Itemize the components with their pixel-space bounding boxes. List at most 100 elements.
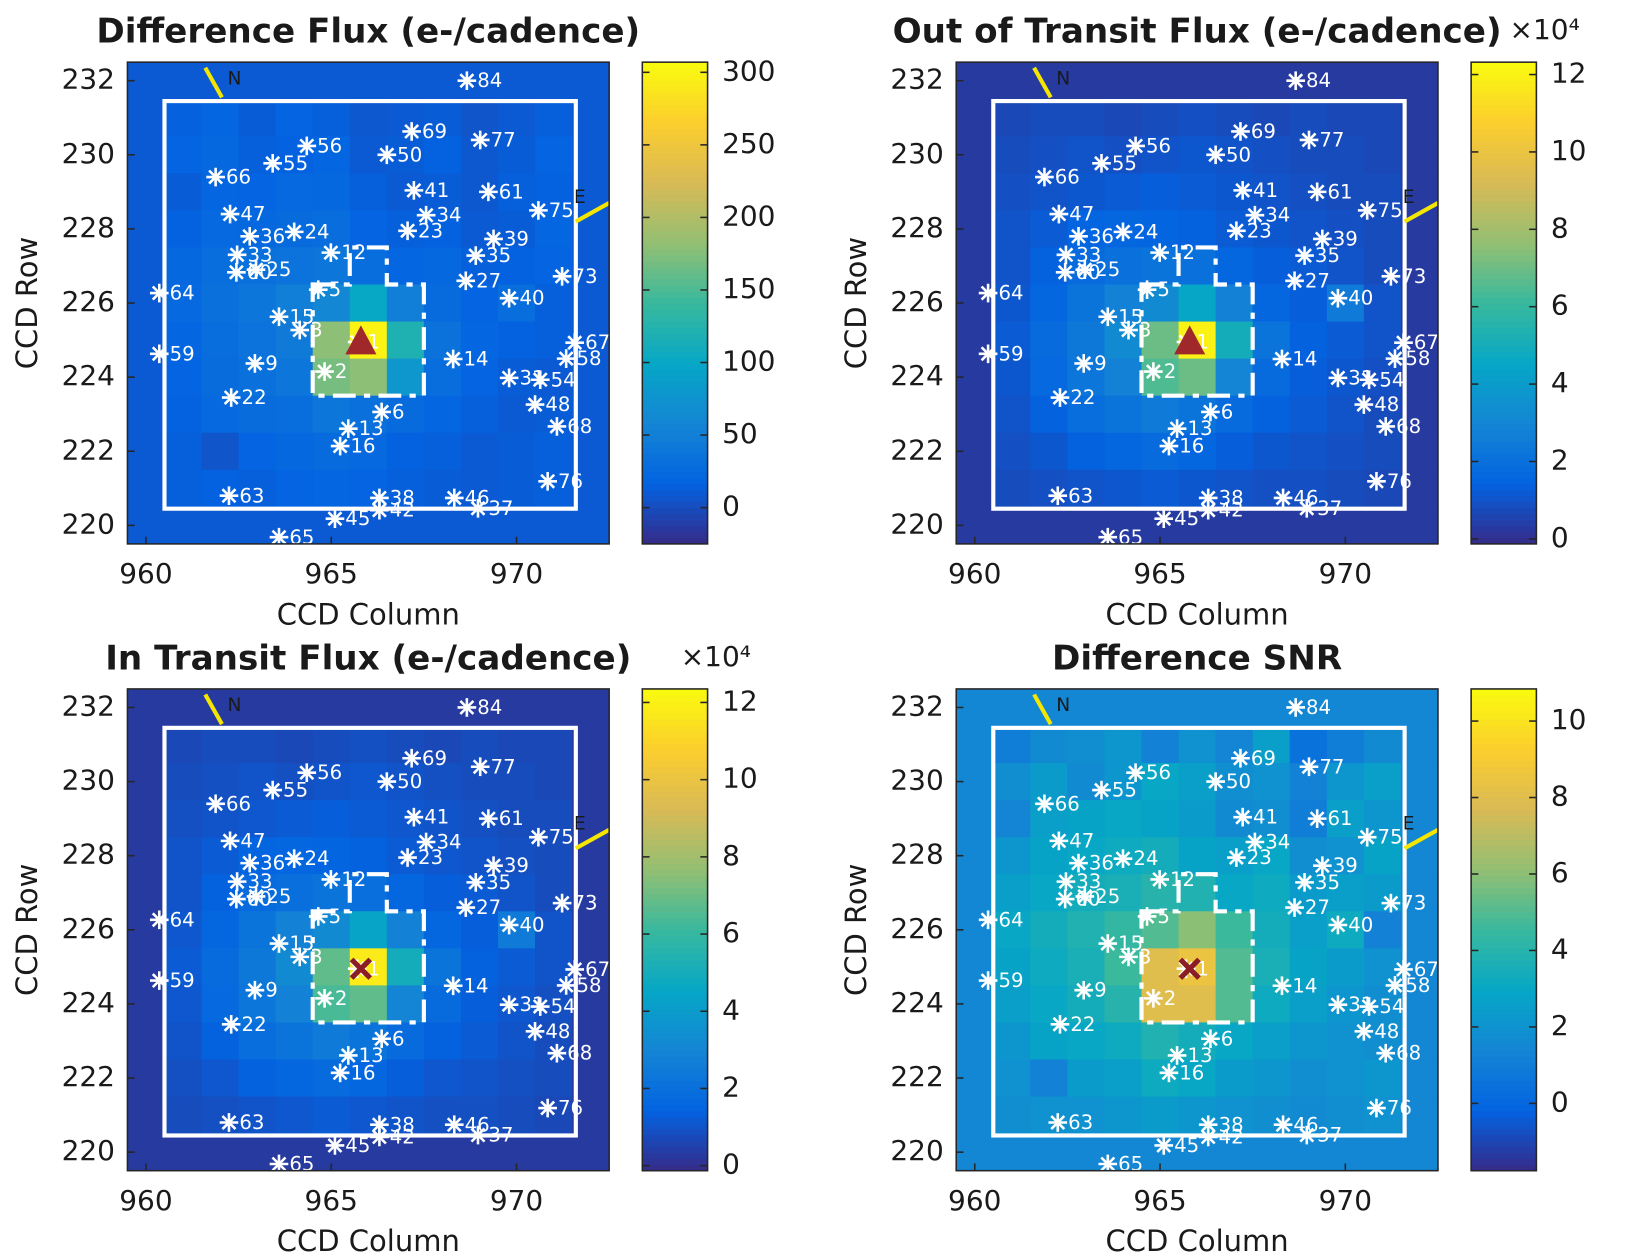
colorbar-step xyxy=(642,387,708,394)
heatmap-cell xyxy=(1289,1133,1328,1171)
heatmap-cell xyxy=(423,800,462,838)
star xyxy=(227,245,247,265)
colorbar-step xyxy=(1471,369,1537,376)
heatmap-cell xyxy=(1104,1096,1143,1135)
colorbar-step xyxy=(642,537,708,545)
chart-title: In Transit Flux (e-/cadence) xyxy=(105,638,631,678)
star-label: 66 xyxy=(1055,792,1080,815)
heatmap-cell xyxy=(1030,1059,1068,1098)
east-arrow xyxy=(574,827,610,851)
star-label: 73 xyxy=(572,265,597,288)
colorbar-step xyxy=(642,737,708,744)
x-tick-label: 960 xyxy=(948,1184,1001,1217)
heatmap-cell xyxy=(423,210,462,248)
heatmap-cell xyxy=(497,321,536,360)
colorbar-tick-label: 6 xyxy=(1551,289,1569,322)
heatmap-cell xyxy=(238,688,277,727)
star-label: 67 xyxy=(1414,958,1439,981)
heatmap-cell xyxy=(993,247,1031,286)
heatmap-cell xyxy=(535,725,573,764)
heatmap-cell xyxy=(1289,985,1328,1023)
colorbar-step xyxy=(642,110,708,117)
star xyxy=(1167,1046,1187,1065)
heatmap-cell xyxy=(1252,1133,1291,1171)
heatmap-cell xyxy=(423,763,462,801)
colorbar-step xyxy=(1471,688,1537,696)
heatmap-cell xyxy=(386,800,425,838)
colorbar-step xyxy=(1471,839,1537,847)
centroid xyxy=(349,957,373,980)
heatmap-cell xyxy=(1326,725,1365,764)
star-label: 35 xyxy=(1315,244,1340,267)
star-label: 12 xyxy=(341,241,366,264)
colorbar-tick-label: 8 xyxy=(1551,211,1569,244)
colorbar-step xyxy=(1471,911,1537,919)
heatmap-cell xyxy=(1215,688,1254,727)
star-label: 63 xyxy=(1068,484,1093,507)
colorbar-step xyxy=(642,164,708,172)
colorbar-tick-label: 200 xyxy=(722,199,775,232)
colorbar-step xyxy=(1471,182,1537,190)
x-tick-label: 970 xyxy=(1319,1184,1372,1217)
colorbar-step xyxy=(642,531,708,539)
y-tick-label: 222 xyxy=(890,1060,943,1093)
heatmap-cell xyxy=(1289,321,1328,360)
heatmap-cell xyxy=(1400,247,1438,286)
y-axis-label: CCD Row xyxy=(839,237,873,369)
heatmap-cell xyxy=(497,432,536,471)
colorbar-step xyxy=(642,80,708,87)
heatmap-cell xyxy=(535,99,573,137)
colorbar-step xyxy=(642,158,708,166)
colorbar-step xyxy=(1471,297,1537,304)
heatmap-cell xyxy=(993,911,1031,949)
heatmap-cell xyxy=(164,210,203,248)
star xyxy=(1307,182,1327,202)
heatmap-cell xyxy=(956,1096,994,1135)
star xyxy=(1126,763,1145,783)
x-tick-label: 965 xyxy=(305,1184,358,1217)
heatmap-cell xyxy=(312,210,351,248)
star xyxy=(565,333,585,353)
star xyxy=(1048,486,1068,506)
colorbar-step xyxy=(1471,1032,1537,1039)
star xyxy=(457,698,477,717)
heatmap-cell xyxy=(572,1133,610,1171)
heatmap-cell xyxy=(1215,1059,1254,1098)
heatmap-cell xyxy=(1252,62,1291,100)
colorbar-step xyxy=(642,68,708,75)
colorbar-step xyxy=(1471,941,1537,949)
heatmap-cell xyxy=(1326,800,1365,838)
star xyxy=(470,757,490,777)
y-tick-label: 224 xyxy=(890,359,943,392)
star-label: 15 xyxy=(289,305,314,328)
colorbar-step xyxy=(642,188,708,196)
colorbar-step xyxy=(642,713,708,720)
colorbar-step xyxy=(642,369,708,376)
colorbar-step xyxy=(1471,495,1537,503)
heatmap-cell xyxy=(1141,321,1180,360)
heatmap-cell xyxy=(460,506,499,544)
colorbar-step xyxy=(1471,254,1537,262)
north-arrow xyxy=(1032,66,1053,99)
heatmap-cell xyxy=(535,62,573,100)
heatmap-cell xyxy=(497,136,536,174)
star xyxy=(1394,333,1413,353)
colorbar-step xyxy=(1471,1044,1537,1051)
heatmap-cell xyxy=(1400,1022,1438,1061)
heatmap-cell xyxy=(349,173,388,211)
star xyxy=(338,419,358,438)
colorbar-box xyxy=(1470,61,1538,545)
y-tick-label: 226 xyxy=(890,285,943,318)
colorbar-step xyxy=(1471,507,1537,515)
heatmap-cell xyxy=(1252,247,1291,286)
star xyxy=(1075,260,1095,280)
heatmap-cell xyxy=(127,469,166,508)
heatmap-cell xyxy=(164,469,203,508)
heatmap-cell xyxy=(993,62,1031,100)
star-label: 55 xyxy=(283,152,308,175)
star-label: 64 xyxy=(170,282,195,305)
colorbar-step xyxy=(1471,887,1537,895)
heatmap-cell xyxy=(460,284,499,323)
colorbar-step xyxy=(642,767,708,774)
